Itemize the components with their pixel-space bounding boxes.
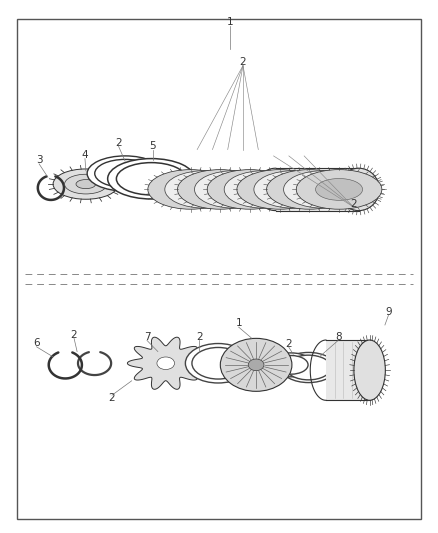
Ellipse shape xyxy=(354,340,385,400)
Ellipse shape xyxy=(237,169,322,209)
Text: 2: 2 xyxy=(240,57,246,67)
Ellipse shape xyxy=(194,171,276,208)
Text: 7: 7 xyxy=(144,332,150,342)
Ellipse shape xyxy=(165,171,246,208)
Ellipse shape xyxy=(256,179,303,200)
Text: 3: 3 xyxy=(36,155,42,165)
Text: 2: 2 xyxy=(115,138,122,148)
Ellipse shape xyxy=(283,171,365,208)
Ellipse shape xyxy=(53,169,119,199)
Text: 6: 6 xyxy=(33,338,40,348)
Text: 9: 9 xyxy=(385,306,392,317)
Ellipse shape xyxy=(185,343,251,383)
Ellipse shape xyxy=(148,169,233,209)
Ellipse shape xyxy=(117,163,186,195)
Ellipse shape xyxy=(241,179,288,200)
Ellipse shape xyxy=(95,159,155,188)
Ellipse shape xyxy=(271,179,318,200)
Ellipse shape xyxy=(338,168,379,211)
Ellipse shape xyxy=(157,357,174,369)
Text: 8: 8 xyxy=(335,332,342,342)
Ellipse shape xyxy=(286,355,331,380)
FancyBboxPatch shape xyxy=(326,340,370,400)
Text: 4: 4 xyxy=(81,150,88,160)
Ellipse shape xyxy=(76,180,95,189)
Text: 2: 2 xyxy=(71,329,78,340)
Ellipse shape xyxy=(254,171,335,208)
Ellipse shape xyxy=(170,349,224,378)
Ellipse shape xyxy=(267,169,352,209)
Ellipse shape xyxy=(224,171,305,208)
Ellipse shape xyxy=(64,174,107,194)
Text: 1: 1 xyxy=(226,17,233,27)
Ellipse shape xyxy=(207,169,293,209)
Ellipse shape xyxy=(226,179,274,200)
Text: 2: 2 xyxy=(350,199,357,209)
Ellipse shape xyxy=(197,179,244,200)
Ellipse shape xyxy=(286,179,333,200)
FancyBboxPatch shape xyxy=(276,168,359,211)
Ellipse shape xyxy=(192,348,244,379)
Ellipse shape xyxy=(182,179,229,200)
Ellipse shape xyxy=(248,359,264,370)
Ellipse shape xyxy=(212,179,259,200)
Ellipse shape xyxy=(87,156,163,191)
Ellipse shape xyxy=(220,338,292,391)
Ellipse shape xyxy=(301,179,348,200)
Ellipse shape xyxy=(167,179,214,200)
Ellipse shape xyxy=(281,352,336,383)
Ellipse shape xyxy=(296,169,382,209)
Text: 2: 2 xyxy=(109,393,115,403)
Text: 2: 2 xyxy=(286,338,292,349)
Ellipse shape xyxy=(176,351,219,375)
Text: 2: 2 xyxy=(196,332,203,342)
Text: 5: 5 xyxy=(149,141,156,151)
Ellipse shape xyxy=(274,356,308,374)
Ellipse shape xyxy=(108,159,195,199)
Polygon shape xyxy=(127,337,204,389)
Ellipse shape xyxy=(269,353,313,377)
Ellipse shape xyxy=(315,179,363,200)
Text: 1: 1 xyxy=(235,318,242,328)
Ellipse shape xyxy=(177,169,263,209)
